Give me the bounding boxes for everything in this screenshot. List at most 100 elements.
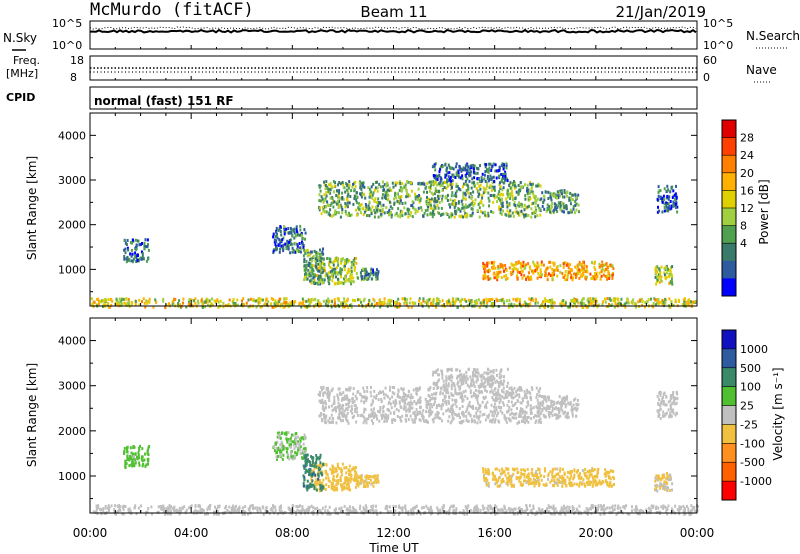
scatter-point: [600, 481, 603, 485]
scatter-point: [493, 260, 496, 264]
scatter-point: [401, 182, 404, 186]
scatter-point: [572, 403, 575, 407]
scatter-point: [523, 396, 526, 399]
scatter-point: [498, 183, 501, 187]
scatter-point: [398, 189, 401, 192]
scatter-point: [352, 263, 355, 267]
scatter-point: [537, 467, 540, 471]
scatter-point: [536, 410, 539, 414]
scatter-point: [445, 173, 448, 177]
scatter-point: [593, 299, 596, 303]
scatter-point: [526, 214, 529, 217]
scatter-point: [625, 301, 628, 305]
scatter-point: [473, 419, 476, 423]
scatter-point: [433, 392, 436, 396]
scatter-point: [441, 199, 444, 203]
scatter-point: [533, 473, 536, 477]
scatter-point: [490, 210, 493, 214]
scatter-point: [535, 299, 538, 303]
scatter-point: [668, 204, 671, 208]
scatter-point: [472, 382, 475, 386]
scatter-point: [539, 213, 542, 217]
scatter-point: [510, 408, 513, 412]
scatter-point: [384, 197, 387, 200]
scatter-point: [481, 400, 484, 404]
scatter-point: [551, 194, 554, 198]
scatter-point: [321, 470, 324, 474]
scatter-point: [486, 264, 489, 268]
scatter-point: [370, 482, 373, 486]
scatter-point: [547, 190, 550, 194]
scatter-point: [345, 417, 347, 421]
scatter-point: [480, 201, 483, 205]
scatter-point: [525, 411, 528, 415]
scatter-point: [306, 263, 309, 267]
scatter-point: [411, 396, 414, 399]
scatter-point: [471, 406, 474, 410]
scatter-point: [551, 305, 554, 309]
scatter-point: [534, 205, 537, 209]
scatter-point: [519, 410, 522, 414]
scatter-point: [329, 203, 332, 207]
scatter-point: [162, 297, 165, 301]
scatter-point: [561, 409, 564, 413]
scatter-point: [363, 278, 366, 281]
scatter-point: [357, 298, 359, 302]
scatter-point: [614, 302, 617, 305]
scatter-point: [554, 467, 557, 471]
scatter-point: [506, 179, 509, 183]
scatter-point: [497, 272, 500, 276]
scatter-point: [319, 199, 322, 203]
scatter-point: [338, 204, 341, 208]
scatter-point: [486, 378, 489, 382]
scatter-point: [393, 201, 396, 205]
scatter-point: [327, 386, 329, 390]
scatter-point: [488, 199, 491, 203]
scatter-point: [464, 213, 467, 217]
scatter-point: [394, 191, 397, 195]
scatter-point: [573, 299, 576, 303]
scatter-point: [573, 398, 575, 402]
scatter-point: [520, 401, 523, 405]
scatter-point: [247, 298, 250, 302]
scatter-point: [359, 474, 362, 478]
scatter-point: [451, 412, 453, 415]
scatter-point: [445, 382, 448, 386]
scatter-point: [483, 412, 486, 416]
scatter-point: [475, 406, 477, 410]
scatter-point: [504, 473, 507, 477]
scatter-point: [460, 379, 463, 383]
colorbar-swatch: [722, 155, 736, 174]
scatter-point: [343, 268, 346, 272]
scatter-point: [372, 268, 374, 272]
scatter-point: [315, 261, 318, 265]
scatter-point: [504, 174, 507, 178]
scatter-point: [504, 170, 507, 174]
scatter-point: [532, 260, 535, 264]
scatter-point: [500, 298, 503, 302]
scatter-point: [281, 238, 284, 242]
scatter-point: [472, 167, 475, 171]
scatter-point: [344, 209, 347, 213]
scatter-point: [595, 480, 598, 484]
scatter-point: [612, 470, 615, 473]
scatter-point: [295, 229, 298, 233]
scatter-point: [379, 185, 382, 189]
scatter-point: [439, 417, 442, 420]
scatter-point: [477, 389, 480, 393]
scatter-point: [669, 273, 672, 277]
scatter-point: [315, 483, 318, 487]
scatter-point: [465, 419, 468, 422]
scatter-point: [399, 396, 402, 400]
scatter-point: [492, 305, 495, 309]
scatter-point: [456, 306, 459, 309]
scatter-point: [541, 205, 544, 208]
scatter-point: [329, 265, 332, 269]
scatter-point: [321, 261, 324, 265]
freq-tick-top: 18: [70, 54, 84, 67]
scatter-point: [497, 192, 500, 196]
scatter-point: [473, 202, 476, 205]
scatter-point: [498, 396, 501, 400]
scatter-point: [325, 483, 328, 487]
scatter-point: [236, 298, 239, 302]
